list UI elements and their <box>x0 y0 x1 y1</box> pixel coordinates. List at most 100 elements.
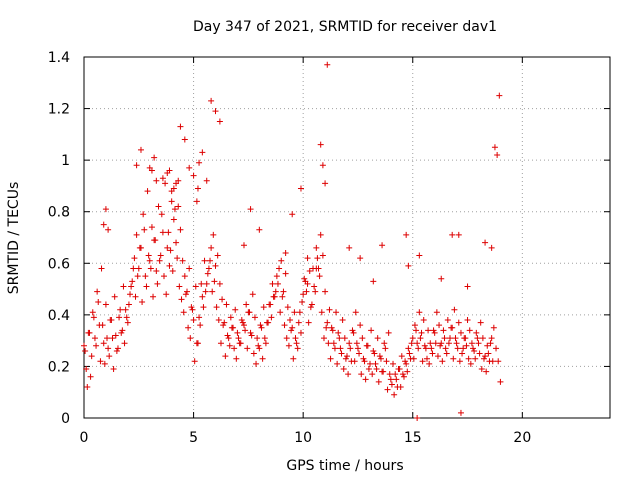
data-point <box>163 291 170 298</box>
data-point <box>246 309 253 316</box>
data-point <box>226 342 233 349</box>
data-point <box>225 335 232 342</box>
data-point <box>317 231 324 238</box>
data-point <box>279 293 286 300</box>
data-point <box>200 304 207 311</box>
data-point <box>213 304 220 311</box>
data-point <box>269 280 276 287</box>
data-point <box>295 319 302 326</box>
data-point <box>455 231 462 238</box>
data-point <box>456 358 463 365</box>
data-point <box>224 332 231 339</box>
data-point <box>308 301 315 308</box>
data-point <box>464 283 471 290</box>
data-point <box>193 340 200 347</box>
data-point <box>203 177 210 184</box>
data-point <box>262 340 269 347</box>
axis-ticks: 0 0.2 0.4 0.6 0.8 1 1.2 1.4 0 5 10 15 20 <box>48 50 610 446</box>
data-point <box>480 355 487 362</box>
data-point <box>383 358 390 365</box>
data-point <box>159 175 166 182</box>
x-tick-label: 5 <box>189 430 198 446</box>
data-point <box>140 211 147 218</box>
data-point <box>333 309 340 316</box>
data-point <box>156 257 163 264</box>
data-point <box>451 306 458 313</box>
data-point <box>188 304 195 311</box>
data-point <box>133 162 140 169</box>
data-point <box>116 314 123 321</box>
data-point <box>399 371 406 378</box>
data-point <box>198 280 205 287</box>
data-point <box>482 239 489 246</box>
data-point <box>170 216 177 223</box>
data-point <box>436 322 443 329</box>
data-point <box>277 309 284 316</box>
data-point <box>139 298 146 305</box>
data-point <box>289 211 296 218</box>
data-point <box>152 237 159 244</box>
data-point <box>487 340 494 347</box>
data-point <box>278 257 285 264</box>
data-point <box>371 350 378 357</box>
data-point <box>199 293 206 300</box>
data-point <box>488 244 495 251</box>
data-point <box>325 340 332 347</box>
data-point <box>494 151 501 158</box>
data-point <box>184 288 191 295</box>
data-point <box>272 288 279 295</box>
data-point <box>421 342 428 349</box>
data-point <box>381 340 388 347</box>
data-point <box>254 335 261 342</box>
data-point <box>124 319 131 326</box>
data-point <box>356 350 363 357</box>
data-point <box>197 322 204 329</box>
data-points <box>81 61 504 421</box>
data-point <box>415 345 422 352</box>
data-point <box>459 350 466 357</box>
data-point <box>406 350 413 357</box>
data-point <box>192 283 199 290</box>
data-point <box>239 319 246 326</box>
data-point <box>313 244 320 251</box>
data-point <box>304 280 311 287</box>
data-point <box>105 345 112 352</box>
data-point <box>247 206 254 213</box>
data-point <box>257 322 264 329</box>
data-point <box>434 353 441 360</box>
data-point <box>273 273 280 280</box>
data-point <box>249 291 256 298</box>
data-point <box>304 255 311 262</box>
data-point <box>479 335 486 342</box>
data-point <box>173 180 180 187</box>
data-point <box>489 358 496 365</box>
data-point <box>411 322 418 329</box>
data-point <box>193 198 200 205</box>
data-point <box>413 327 420 334</box>
data-point <box>287 317 294 324</box>
data-point <box>153 268 160 275</box>
data-point <box>362 376 369 383</box>
data-point <box>477 319 484 326</box>
data-point <box>382 345 389 352</box>
data-point <box>178 296 185 303</box>
data-point <box>87 373 94 380</box>
data-point <box>428 345 435 352</box>
data-point <box>416 309 423 316</box>
data-point <box>122 306 129 313</box>
data-point <box>129 278 136 285</box>
data-point <box>111 293 118 300</box>
data-point <box>361 358 368 365</box>
data-point <box>282 270 289 277</box>
data-point <box>455 319 462 326</box>
data-point <box>223 301 230 308</box>
data-point <box>379 242 386 249</box>
data-point <box>276 265 283 272</box>
data-point <box>190 172 197 179</box>
y-tick-label: 0.6 <box>48 256 70 272</box>
x-axis-label: GPS time / hours <box>286 458 403 474</box>
data-point <box>150 293 157 300</box>
data-point <box>243 301 250 308</box>
data-point <box>372 360 379 367</box>
data-point <box>410 355 417 362</box>
